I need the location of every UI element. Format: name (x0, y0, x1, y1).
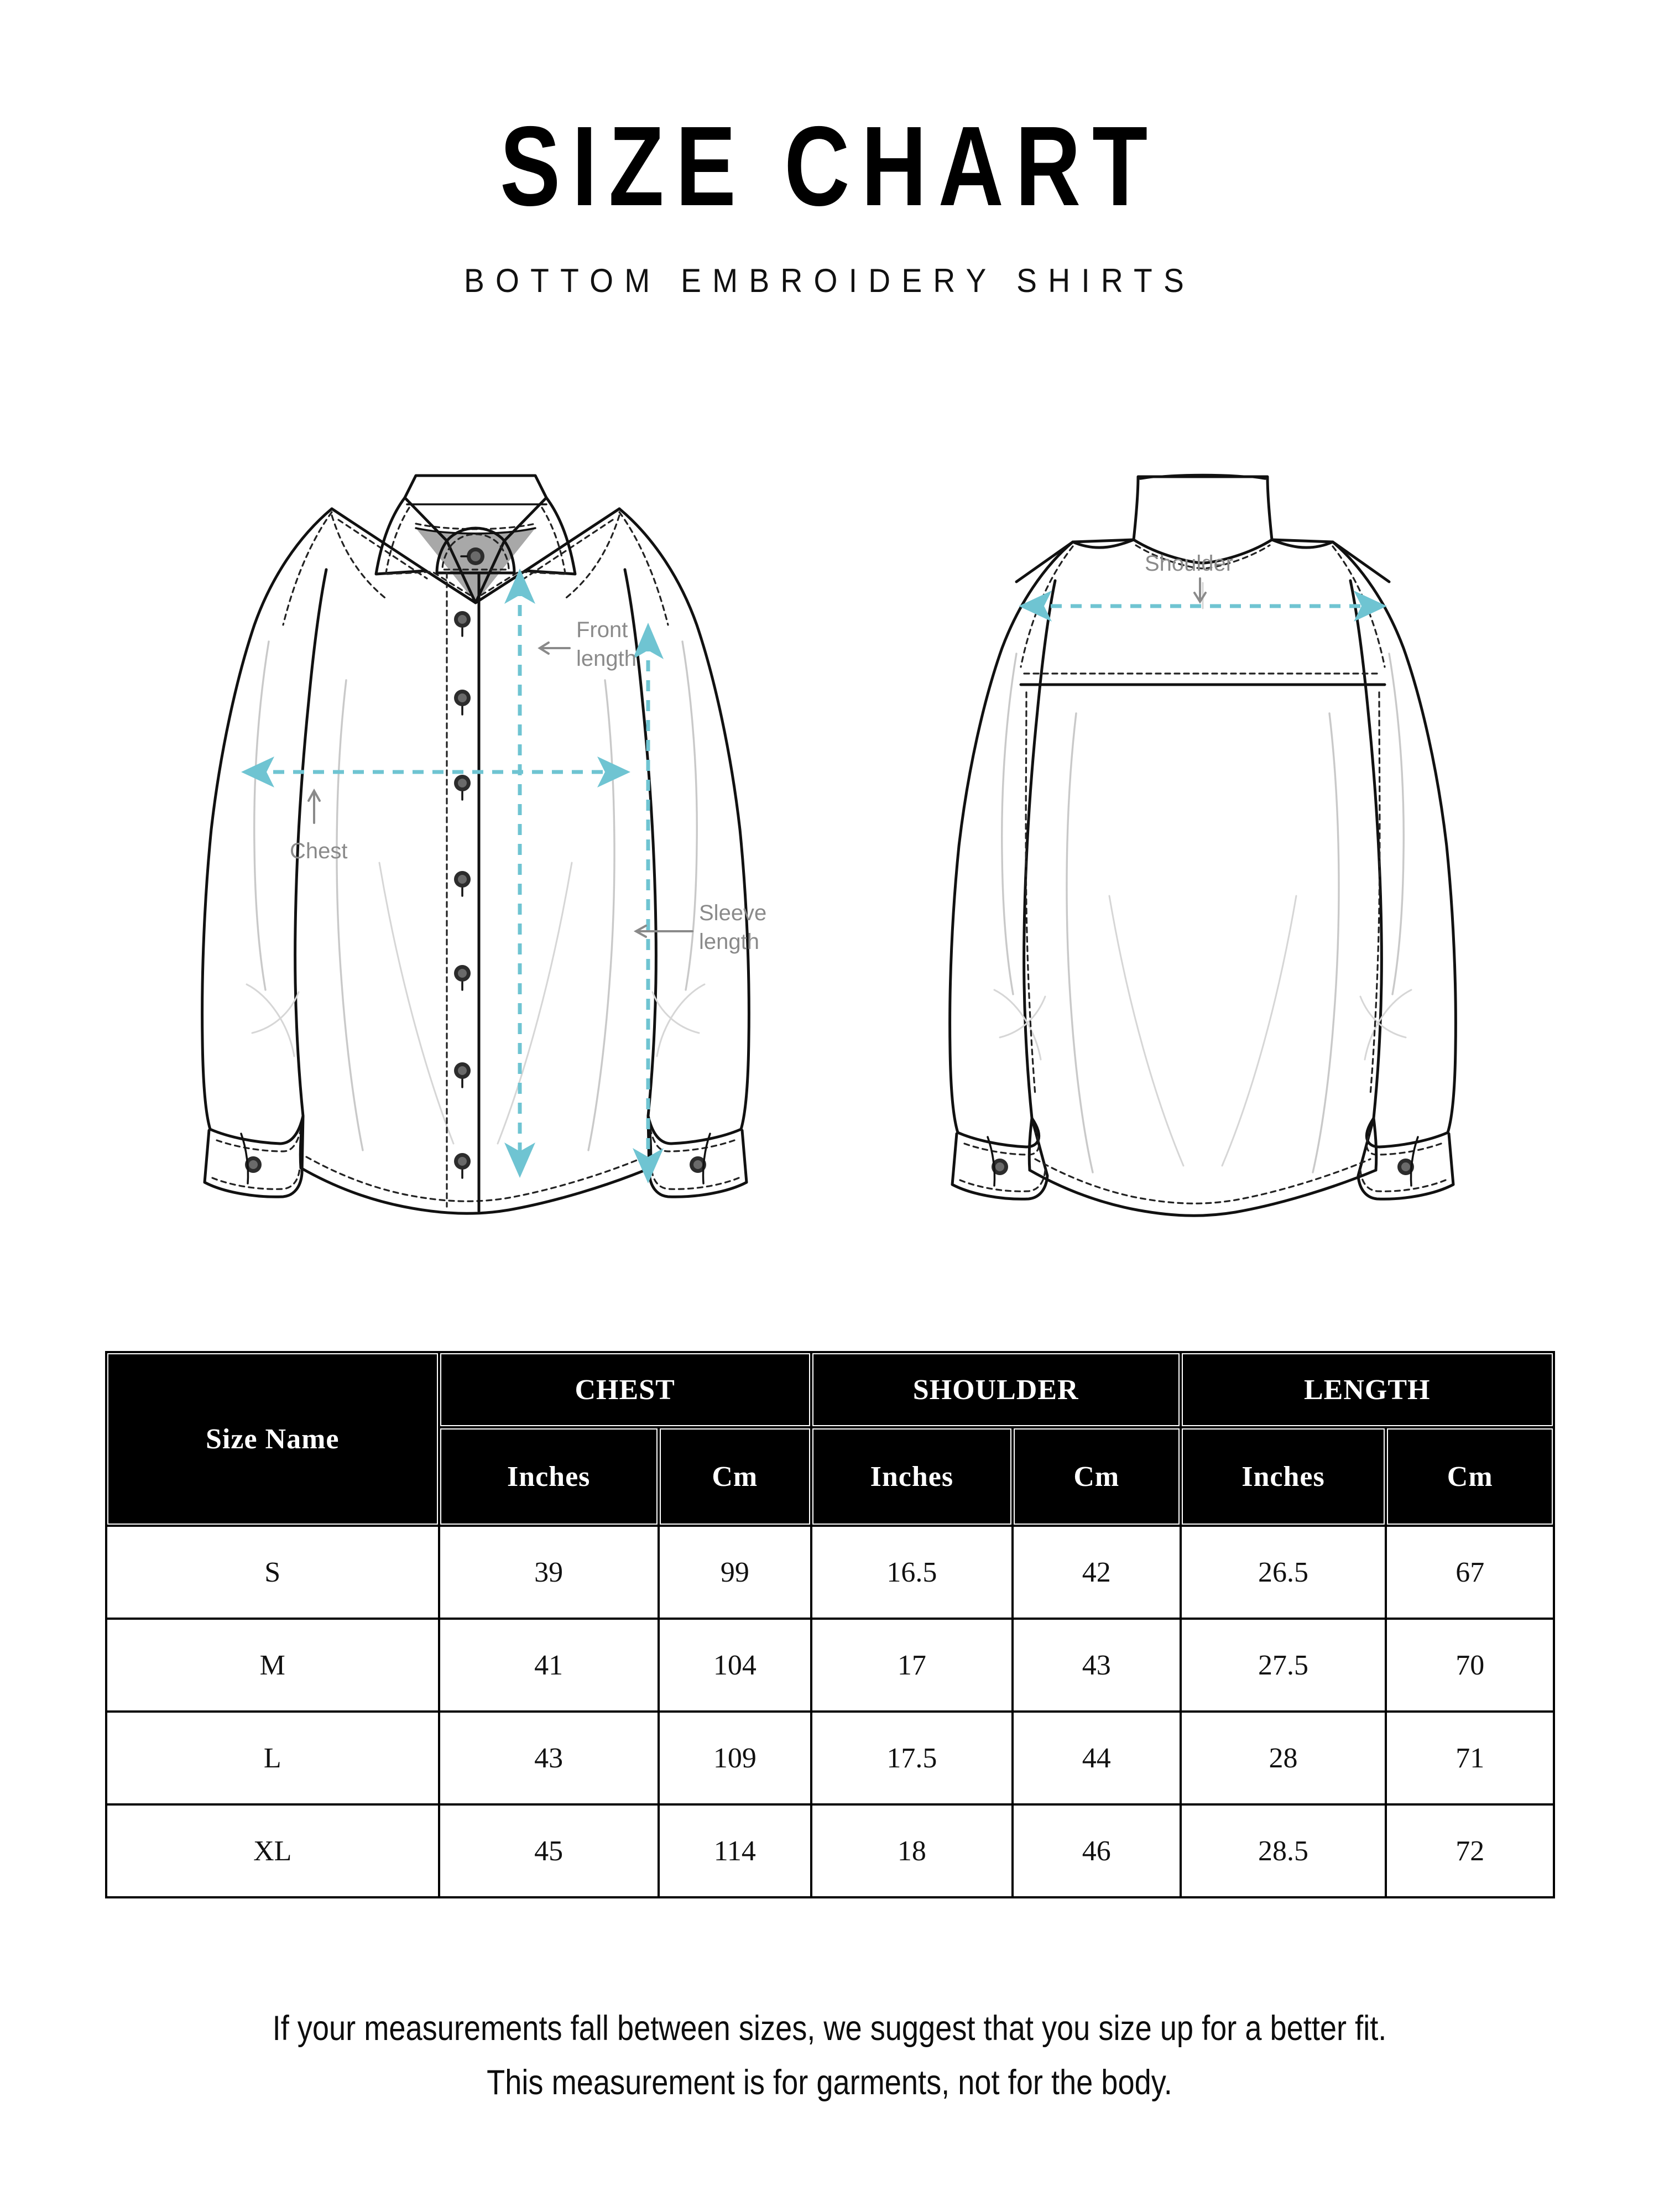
front-length-label: Front length (538, 618, 637, 671)
table-row: L 43 109 17.5 44 28 71 (105, 1710, 1555, 1806)
chest-label: Chest (290, 788, 348, 863)
cell-chest-in: 43 (437, 1710, 660, 1806)
header-unit-chest-inches: Inches (437, 1426, 660, 1527)
cell-length-in: 28 (1179, 1710, 1387, 1806)
page-header: SIZE CHART BOTTOM EMBROIDERY SHIRTS (0, 0, 1659, 298)
header-unit-chest-cm: Cm (657, 1426, 812, 1527)
size-table-body: S 39 99 16.5 42 26.5 67 M 41 104 17 43 2… (105, 1525, 1555, 1898)
table-row: S 39 99 16.5 42 26.5 67 (105, 1525, 1555, 1620)
front-length-label-line2: length (576, 646, 637, 671)
header-unit-shoulder-cm: Cm (1011, 1426, 1182, 1527)
header-unit-shoulder-inches: Inches (810, 1426, 1014, 1527)
sleeve-length-measure-line (633, 623, 664, 1183)
size-table-container: Size Name CHEST SHOULDER LENGTH Inches C… (105, 1351, 1556, 1898)
cell-chest-in: 45 (437, 1803, 660, 1898)
sleeve-length-label-line2: length (699, 930, 759, 954)
cell-length-in: 27.5 (1179, 1618, 1387, 1713)
cell-chest-in: 39 (437, 1525, 660, 1620)
page-title: SIZE CHART (500, 103, 1159, 229)
illustration-area: .ol { fill:none; stroke:#111111; stroke-… (0, 442, 1659, 1681)
shoulder-label: Shoulder (1145, 551, 1233, 604)
cell-chest-cm: 104 (657, 1618, 812, 1713)
cell-shoulder-cm: 46 (1011, 1803, 1182, 1898)
header-row-groups: Size Name CHEST SHOULDER LENGTH (105, 1351, 1556, 1527)
front-length-label-line1: Front (576, 618, 628, 642)
table-row: M 41 104 17 43 27.5 70 (105, 1618, 1555, 1713)
table-row: XL 45 114 18 46 28.5 72 (105, 1803, 1555, 1898)
cell-shoulder-cm: 42 (1011, 1525, 1182, 1620)
cell-chest-cm: 114 (657, 1803, 812, 1898)
cell-shoulder-in: 18 (810, 1803, 1014, 1898)
cell-chest-in: 41 (437, 1618, 660, 1713)
footer-note-line1: If your measurements fall between sizes,… (272, 2009, 1387, 2048)
header-row-units: Inches Cm Inches Cm Inches Cm (106, 1426, 1555, 1527)
cell-size: M (105, 1618, 440, 1713)
cell-size: L (105, 1710, 440, 1806)
header-size-name: Size Name (105, 1351, 440, 1527)
chest-measure-line (241, 757, 630, 787)
cell-shoulder-in: 17 (810, 1618, 1014, 1713)
cell-length-cm: 72 (1385, 1803, 1555, 1898)
header-group-length: LENGTH (1179, 1351, 1556, 1428)
shoulder-measure-line (1019, 591, 1387, 622)
shirt-back-illustration: .bol { fill:none; stroke:#111111; stroke… (935, 473, 1471, 1217)
header-group-shoulder: SHOULDER (810, 1351, 1182, 1428)
shoulder-label-text: Shoulder (1145, 551, 1233, 576)
cell-shoulder-cm: 44 (1011, 1710, 1182, 1806)
sleeve-length-label-line1: Sleeve (699, 901, 766, 925)
cell-length-cm: 71 (1385, 1710, 1555, 1806)
cell-length-in: 28.5 (1179, 1803, 1387, 1898)
size-table-head: Size Name CHEST SHOULDER LENGTH Inches C… (105, 1351, 1556, 1527)
cell-size: S (105, 1525, 440, 1620)
cell-shoulder-in: 17.5 (810, 1710, 1014, 1806)
cell-chest-cm: 109 (657, 1710, 812, 1806)
cell-shoulder-in: 16.5 (810, 1525, 1014, 1620)
cell-size: XL (105, 1803, 440, 1898)
footer-note: If your measurements fall between sizes,… (0, 2002, 1659, 2110)
cell-shoulder-cm: 43 (1011, 1618, 1182, 1713)
cell-length-cm: 67 (1385, 1525, 1555, 1620)
front-length-measure-line (504, 568, 535, 1178)
page-subtitle: BOTTOM EMBROIDERY SHIRTS (463, 262, 1196, 299)
header-unit-length-inches: Inches (1179, 1426, 1387, 1527)
header-unit-length-cm: Cm (1385, 1426, 1555, 1527)
shirt-front-illustration: .ol { fill:none; stroke:#111111; stroke-… (200, 474, 766, 1215)
cell-length-cm: 70 (1385, 1618, 1555, 1713)
cell-length-in: 26.5 (1179, 1525, 1387, 1620)
header-group-chest: CHEST (437, 1351, 812, 1428)
sleeve-length-label: Sleeve length (633, 901, 766, 954)
cell-chest-cm: 99 (657, 1525, 812, 1620)
chest-label-text: Chest (290, 839, 348, 863)
size-table: Size Name CHEST SHOULDER LENGTH Inches C… (105, 1351, 1556, 1898)
footer-note-line2: This measurement is for garments, not fo… (487, 2063, 1172, 2102)
